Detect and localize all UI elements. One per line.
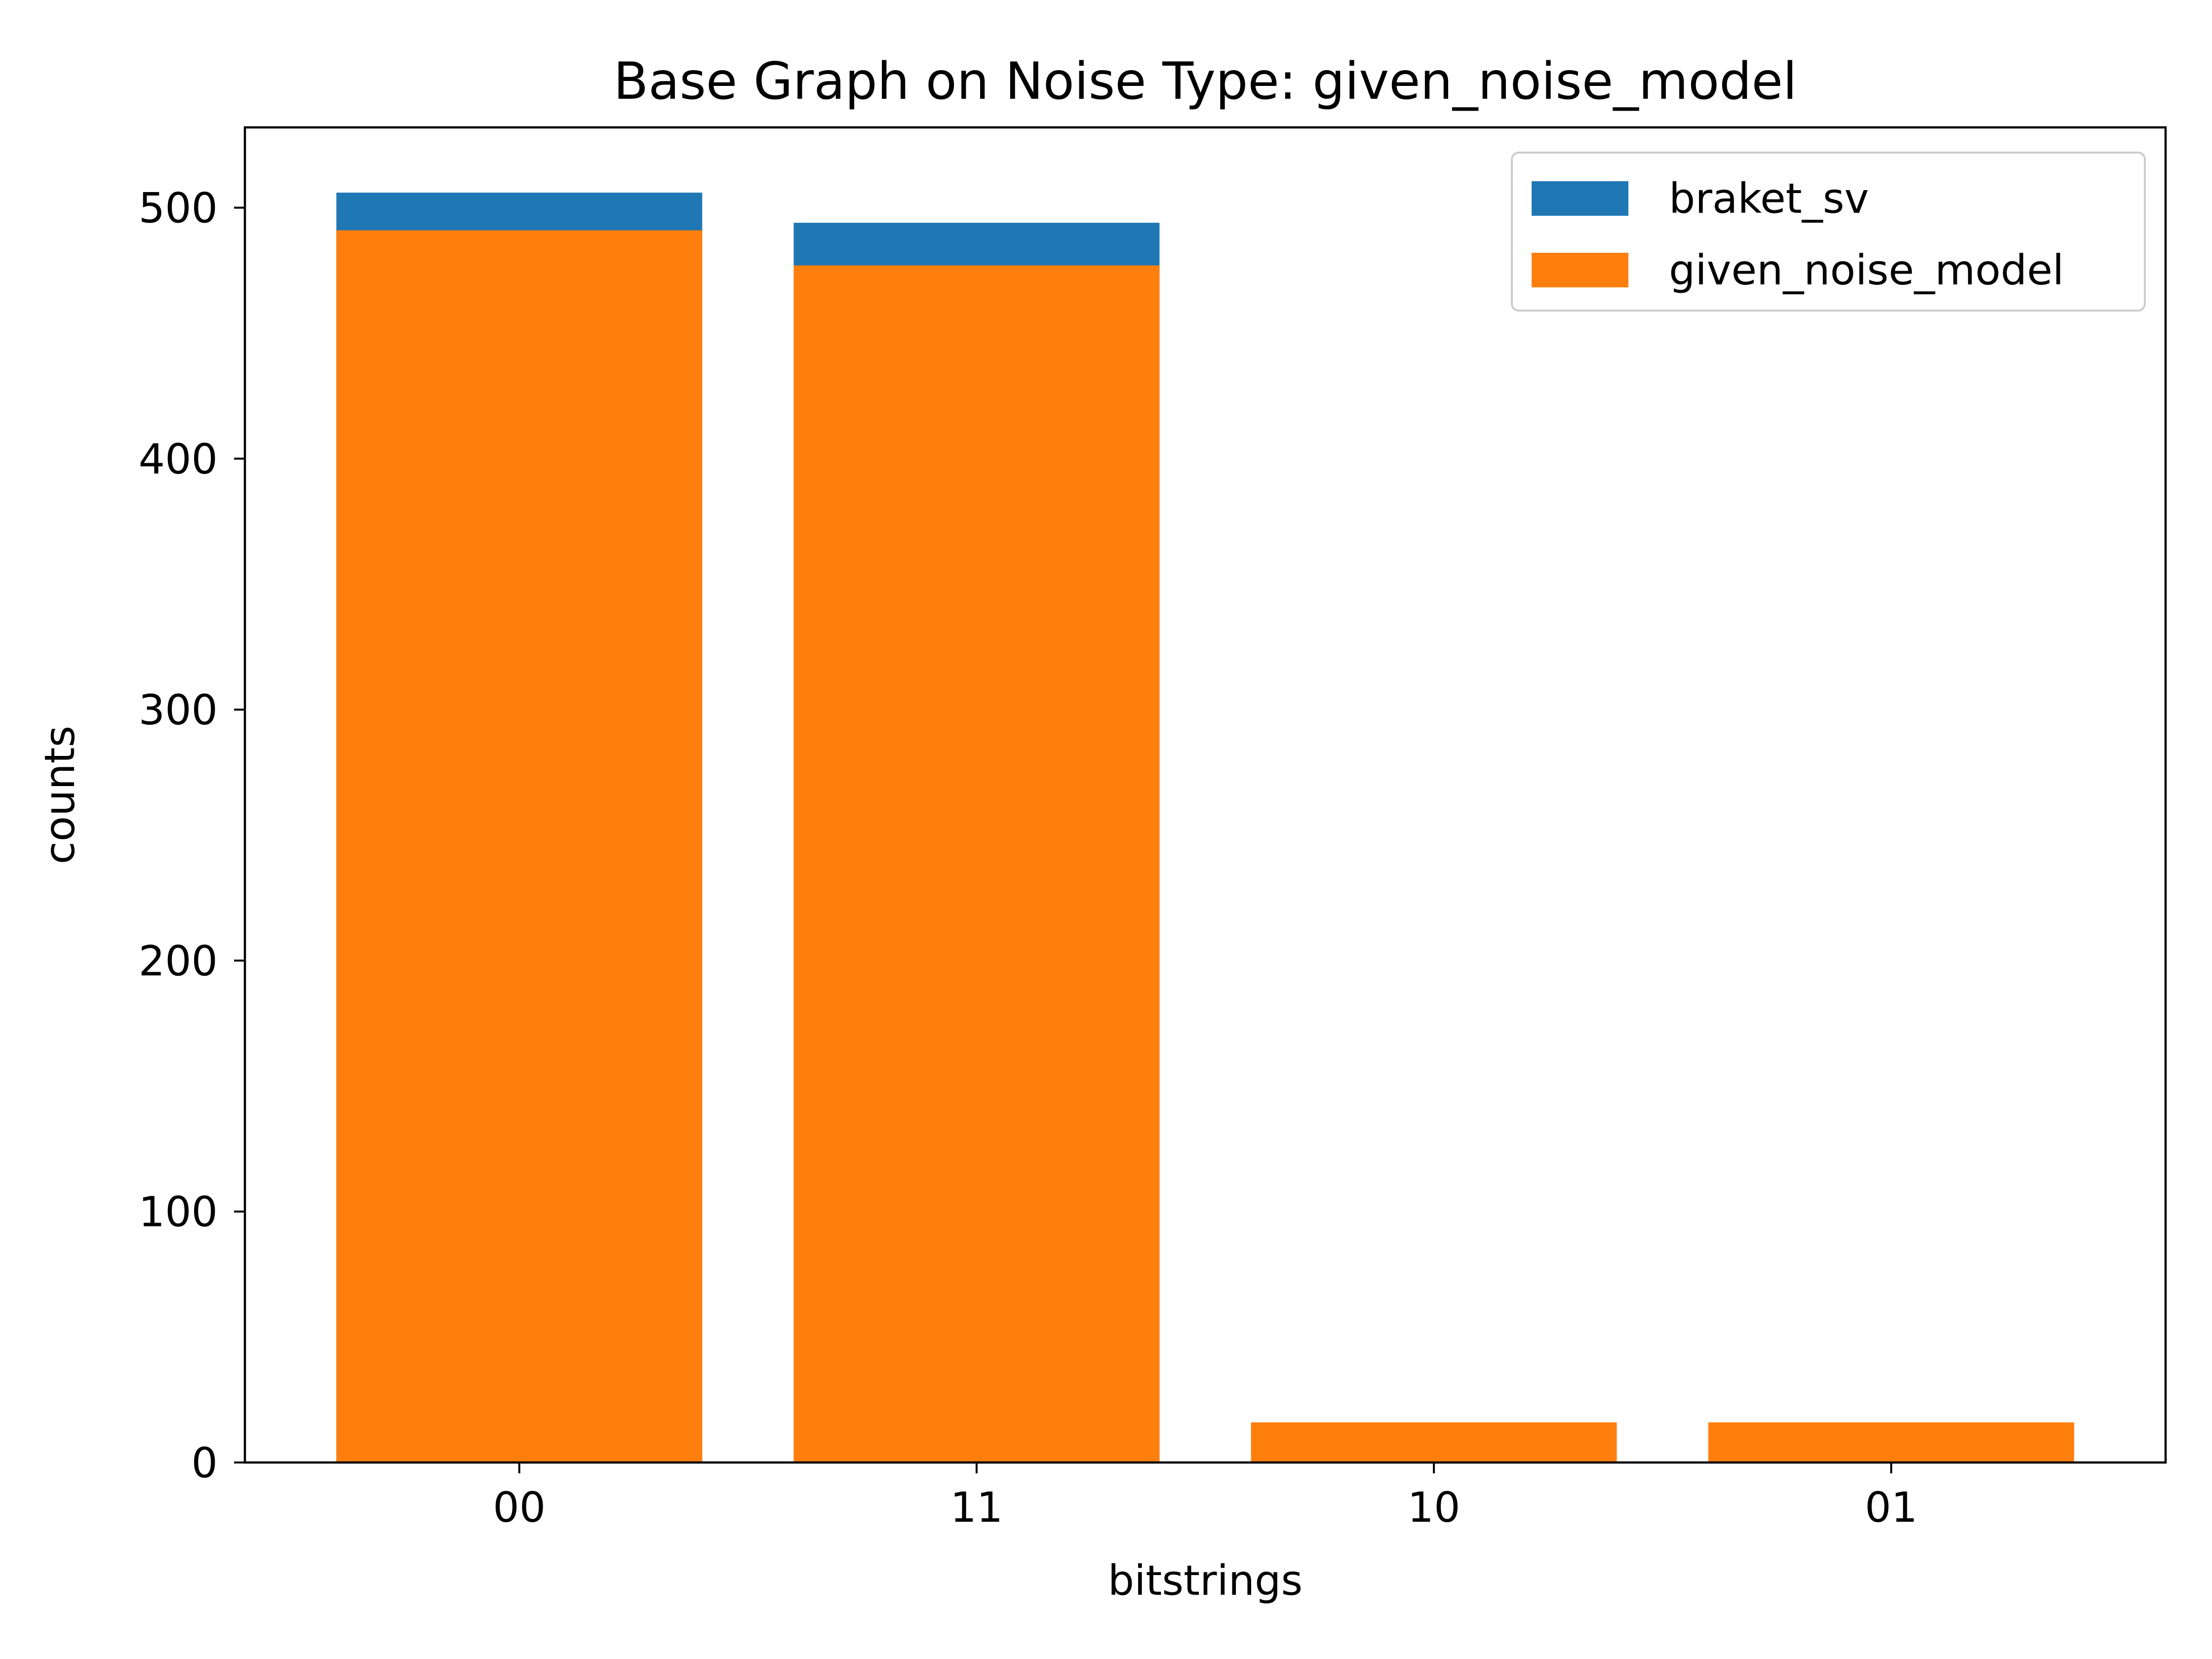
bar-given-noise-model-01	[1708, 1422, 2074, 1462]
x-tick-label: 11	[950, 1483, 1003, 1532]
bars-layer	[336, 193, 2074, 1463]
chart-title: Base Graph on Noise Type: given_noise_mo…	[613, 52, 1797, 111]
y-tick-label: 0	[192, 1439, 218, 1487]
x-tick-label: 10	[1408, 1483, 1461, 1532]
y-tick-label: 100	[139, 1188, 218, 1236]
bar-given-noise-model-00	[336, 230, 703, 1462]
x-tick-label: 00	[493, 1483, 546, 1532]
legend-swatch-braket-sv	[1532, 181, 1628, 216]
legend-label-braket-sv: braket_sv	[1669, 174, 1869, 223]
legend-label-given-noise-model: given_noise_model	[1669, 246, 2064, 294]
bar-given-noise-model-10	[1251, 1422, 1617, 1462]
legend: braket_sv given_noise_model	[1511, 152, 2146, 312]
legend-swatch-given-noise-model	[1532, 253, 1628, 287]
x-tick-label: 01	[1865, 1483, 1918, 1532]
y-axis-label: counts	[36, 726, 84, 865]
bar-given-noise-model-11	[793, 265, 1160, 1463]
y-tick-label: 300	[139, 686, 218, 734]
y-tick-label: 500	[139, 184, 218, 233]
plot-area-frame	[243, 126, 2167, 1464]
y-tick-label: 400	[139, 435, 218, 483]
y-tick-label: 200	[139, 937, 218, 985]
legend-box	[1511, 152, 2146, 312]
x-axis-label: bitstrings	[1108, 1556, 1303, 1605]
